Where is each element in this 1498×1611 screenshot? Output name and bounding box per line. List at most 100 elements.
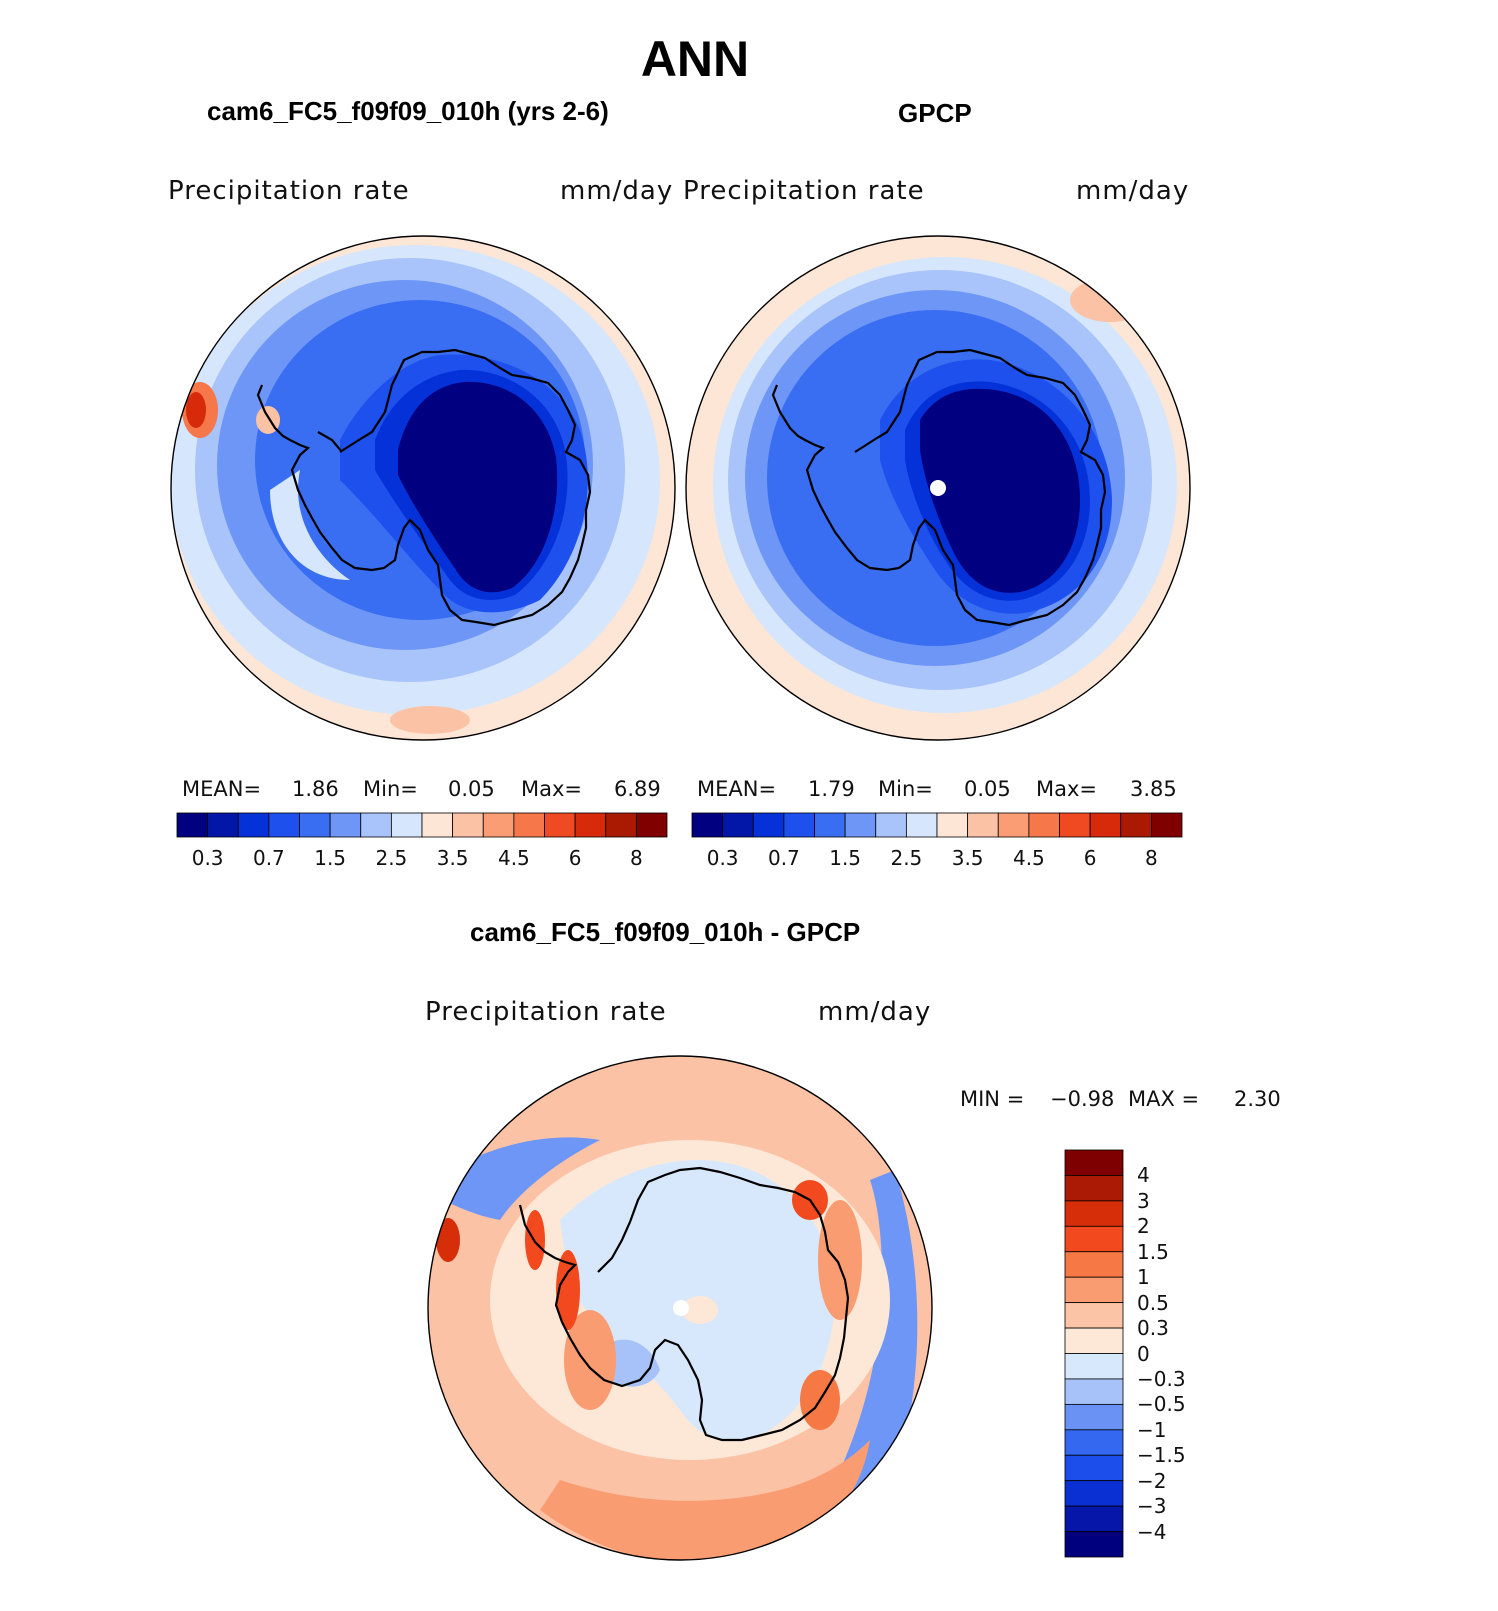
colorbar-difference-swatch: [1064, 1429, 1124, 1456]
colorbar-difference-tick-label: 0.3: [1137, 1316, 1169, 1341]
colorbar-gpcp-swatch: [1089, 812, 1122, 838]
coastline-model: [256, 348, 592, 627]
colorbar-gpcp-tick-label: 2.5: [890, 846, 923, 870]
colorbar-gpcp-swatch: [1028, 812, 1060, 838]
colorbar-gpcp-tick-label: 1.5: [829, 846, 862, 870]
colorbar-difference-swatch: [1064, 1480, 1124, 1507]
colorbar-difference-swatch: [1064, 1225, 1124, 1253]
colorbar-gpcp-swatch: [752, 812, 785, 838]
pole-marker-gpcp: [930, 480, 946, 496]
colorbar-difference: [1064, 1149, 1124, 1558]
colorbar-difference-tick-label: −1: [1137, 1417, 1167, 1442]
panel-2-min-value: 0.05: [964, 777, 1011, 801]
panel-3-max-label: MAX =: [1128, 1087, 1200, 1111]
map-border-gpcp: [685, 235, 1191, 741]
colorbar-difference-tick-label: 3: [1137, 1188, 1150, 1213]
panel-1-title: cam6_FC5_f09f09_010h (yrs 2-6): [207, 96, 609, 126]
colorbar-model-tick-label: 3.5: [436, 846, 469, 870]
colorbar-gpcp-tick-label: 0.7: [767, 846, 800, 870]
map-gpcp: [686, 236, 1190, 740]
coastline-difference: [518, 1166, 850, 1442]
colorbar-model-tick-label: 6: [568, 846, 582, 870]
colorbar-model-swatch: [605, 812, 637, 838]
panel-1-units-label: mm/day: [560, 176, 674, 206]
panel-2-mean-label: MEAN=: [697, 777, 777, 801]
colorbar-model-swatch: [421, 812, 454, 838]
colorbar-difference-tick-label: −1.5: [1137, 1443, 1186, 1468]
colorbar-model-swatch: [635, 812, 668, 838]
panel-2-mean-value: 1.79: [808, 777, 855, 801]
colorbar-gpcp-swatch: [1120, 812, 1152, 838]
colorbar-gpcp-swatch: [844, 812, 877, 838]
colorbar-model: [176, 812, 668, 838]
colorbar-difference-tick-label: −0.5: [1137, 1392, 1186, 1417]
colorbar-difference-swatch: [1064, 1403, 1124, 1431]
panel-1-max-value: 6.89: [614, 777, 661, 801]
map-border-difference: [427, 1055, 933, 1561]
panel-3-variable-label: Precipitation rate: [425, 997, 667, 1027]
colorbar-gpcp-swatch: [967, 812, 999, 838]
page-title: ANN: [640, 31, 750, 87]
colorbar-difference-tick-label: 2: [1137, 1214, 1150, 1239]
panel-3-title: cam6_FC5_f09f09_010h - GPCP: [470, 917, 861, 947]
colorbar-difference-tick-label: −3: [1137, 1494, 1167, 1519]
colorbar-model-tick-label: 8: [630, 846, 643, 870]
colorbar-model-swatch: [574, 812, 607, 838]
colorbar-gpcp-swatch: [814, 812, 846, 838]
panel-2-min-label: Min=: [878, 777, 933, 801]
colorbar-difference-swatch: [1064, 1378, 1124, 1405]
panel-3-min-value: −0.98: [1050, 1087, 1115, 1111]
colorbar-difference-swatch: [1064, 1353, 1124, 1380]
colorbar-gpcp-swatch: [722, 812, 754, 838]
coastline-gpcp: [771, 348, 1107, 627]
panel-1-min-label: Min=: [363, 777, 418, 801]
colorbar-gpcp-tick-label: 6: [1083, 846, 1097, 870]
colorbar-model-swatch: [513, 812, 545, 838]
colorbar-difference-tick-label: 0.5: [1137, 1290, 1169, 1315]
colorbar-gpcp-swatch: [1059, 812, 1091, 838]
colorbar-model-swatch: [390, 812, 423, 838]
colorbar-difference-swatch: [1064, 1531, 1124, 1558]
colorbar-difference-swatch: [1064, 1200, 1124, 1227]
colorbar-difference-tick-label: 0: [1137, 1341, 1150, 1366]
map-model: [171, 236, 675, 740]
map-border-model: [170, 235, 676, 741]
colorbar-difference-swatch: [1064, 1327, 1124, 1354]
panel-3-units-label: mm/day: [818, 997, 932, 1027]
colorbar-difference-swatch: [1064, 1149, 1124, 1176]
colorbar-gpcp-swatch: [905, 812, 938, 838]
panel-2-units-label: mm/day: [1076, 176, 1190, 206]
panel-2-variable-label: Precipitation rate: [683, 176, 925, 206]
colorbar-difference-swatch: [1064, 1175, 1124, 1202]
panel-2-max-value: 3.85: [1130, 777, 1177, 801]
panel-1-mean-label: MEAN=: [182, 777, 262, 801]
colorbar-model-swatch: [329, 812, 362, 838]
colorbar-model-tick-label: 4.5: [497, 846, 530, 870]
colorbar-gpcp: [691, 812, 1183, 838]
colorbar-difference-swatch: [1064, 1454, 1124, 1482]
colorbar-difference-tick-label: 4: [1137, 1163, 1150, 1188]
colorbar-model-swatch: [268, 812, 300, 838]
colorbar-difference-swatch: [1064, 1251, 1124, 1278]
colorbar-difference-swatch: [1064, 1276, 1124, 1304]
colorbar-model-swatch: [544, 812, 576, 838]
colorbar-model-swatch: [360, 812, 392, 838]
colorbar-difference-tick-label: 1.5: [1137, 1239, 1169, 1264]
colorbar-gpcp-swatch: [783, 812, 815, 838]
colorbar-gpcp-swatch: [691, 812, 724, 838]
colorbar-difference-tick-label: 1: [1137, 1265, 1150, 1290]
colorbar-difference-swatch: [1064, 1302, 1124, 1329]
colorbar-model-swatch: [482, 812, 515, 838]
panel-2-max-label: Max=: [1036, 777, 1098, 801]
colorbar-model-swatch: [452, 812, 484, 838]
colorbar-gpcp-swatch: [936, 812, 969, 838]
panel-3-max-value: 2.30: [1234, 1087, 1281, 1111]
colorbar-gpcp-swatch: [875, 812, 907, 838]
colorbar-gpcp-tick-label: 3.5: [951, 846, 984, 870]
colorbar-model-tick-label: 0.3: [191, 846, 224, 870]
colorbar-difference-swatch: [1064, 1505, 1124, 1532]
panel-3-min-label: MIN =: [960, 1087, 1025, 1111]
colorbar-gpcp-swatch: [997, 812, 1030, 838]
colorbar-model-tick-label: 0.7: [252, 846, 285, 870]
